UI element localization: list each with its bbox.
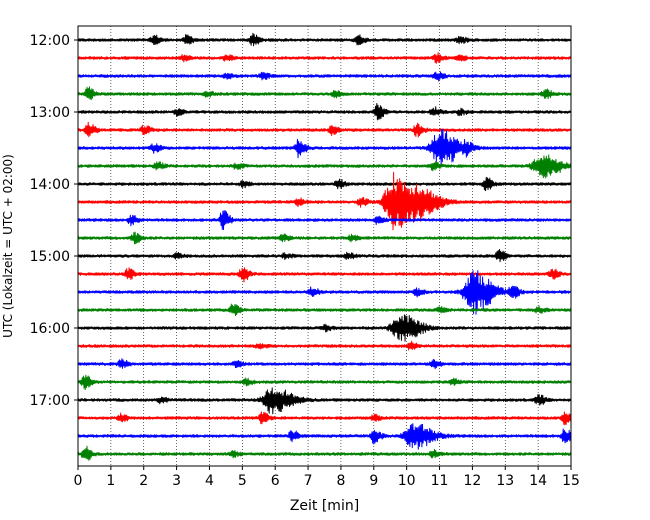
trace-1530 xyxy=(77,270,572,315)
trace-1715 xyxy=(77,411,572,426)
trace-1445 xyxy=(77,231,572,245)
x-tick-label: 8 xyxy=(336,473,345,489)
trace-1200 xyxy=(77,32,572,47)
trace-1700 xyxy=(77,387,572,415)
trace-1230 xyxy=(77,71,572,82)
x-tick-label: 5 xyxy=(238,473,247,489)
trace-1600 xyxy=(77,314,572,342)
trace-1330 xyxy=(77,128,572,165)
trace-1315 xyxy=(77,121,572,138)
trace-1615 xyxy=(77,340,572,351)
plot-frame xyxy=(77,25,572,467)
trace-1545 xyxy=(77,303,572,317)
trace-1345 xyxy=(77,154,572,179)
y-axis-label: UTC (Lokalzeit = UTC + 02:00) xyxy=(1,154,15,338)
x-tick-label: 9 xyxy=(369,473,378,489)
trace-1745 xyxy=(77,445,572,461)
x-tick-label: 13 xyxy=(496,473,514,489)
trace-1500 xyxy=(77,249,572,263)
y-tick-label: 16:00 xyxy=(30,321,70,337)
y-tick-label: 14:00 xyxy=(30,177,70,193)
x-tick-label: 15 xyxy=(562,473,580,489)
y-axis-ticks: 12:00 13:00 14:00 15:00 16:00 17:00 xyxy=(30,33,78,409)
x-tick-label: 11 xyxy=(431,473,449,489)
seismic-traces xyxy=(77,32,572,461)
trace-1630 xyxy=(77,358,572,370)
trace-1730 xyxy=(77,423,572,450)
trace-1515 xyxy=(77,267,572,283)
y-tick-label: 15:00 xyxy=(30,249,70,265)
y-tick-label: 13:00 xyxy=(30,105,70,121)
x-tick-label: 1 xyxy=(106,473,115,489)
trace-1415 xyxy=(77,171,572,231)
trace-1215 xyxy=(77,52,572,64)
y-tick-label: 12:00 xyxy=(30,33,70,49)
x-tick-label: 0 xyxy=(74,473,83,489)
x-tick-label: 12 xyxy=(463,473,481,489)
x-tick-label: 7 xyxy=(304,473,313,489)
trace-1430 xyxy=(77,210,572,231)
trace-1400 xyxy=(77,176,572,192)
x-tick-label: 2 xyxy=(139,473,148,489)
y-tick-label: 17:00 xyxy=(30,393,70,409)
x-axis-label: Zeit [min] xyxy=(290,498,359,514)
x-tick-label: 3 xyxy=(172,473,181,489)
x-tick-label: 4 xyxy=(205,473,214,489)
trace-1645 xyxy=(77,374,572,391)
vertical-gridlines xyxy=(110,26,539,466)
x-tick-label: 10 xyxy=(398,473,416,489)
x-tick-label: 14 xyxy=(529,473,547,489)
x-tick-label: 6 xyxy=(271,473,280,489)
x-axis-ticks: 0 1 2 3 4 5 6 7 8 9 10 11 12 13 14 15 xyxy=(74,466,580,489)
trace-1300 xyxy=(77,102,572,121)
trace-1245 xyxy=(77,86,572,101)
